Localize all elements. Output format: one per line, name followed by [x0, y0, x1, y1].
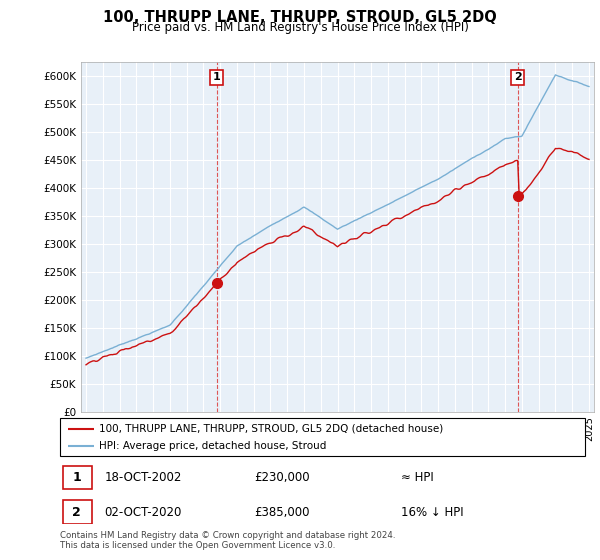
Text: Contains HM Land Registry data © Crown copyright and database right 2024.: Contains HM Land Registry data © Crown c… — [60, 531, 395, 540]
Text: £230,000: £230,000 — [254, 471, 310, 484]
Text: 16% ↓ HPI: 16% ↓ HPI — [401, 506, 464, 519]
Text: £385,000: £385,000 — [254, 506, 310, 519]
Text: 100, THRUPP LANE, THRUPP, STROUD, GL5 2DQ: 100, THRUPP LANE, THRUPP, STROUD, GL5 2D… — [103, 10, 497, 25]
Text: 1: 1 — [213, 72, 221, 82]
FancyBboxPatch shape — [62, 501, 91, 524]
Text: Price paid vs. HM Land Registry's House Price Index (HPI): Price paid vs. HM Land Registry's House … — [131, 21, 469, 34]
Text: 1: 1 — [73, 471, 81, 484]
Text: This data is licensed under the Open Government Licence v3.0.: This data is licensed under the Open Gov… — [60, 541, 335, 550]
Text: ≈ HPI: ≈ HPI — [401, 471, 434, 484]
Text: 2: 2 — [514, 72, 521, 82]
FancyBboxPatch shape — [60, 418, 585, 456]
Text: 18-OCT-2002: 18-OCT-2002 — [104, 471, 182, 484]
Text: HPI: Average price, detached house, Stroud: HPI: Average price, detached house, Stro… — [100, 441, 327, 451]
Text: 100, THRUPP LANE, THRUPP, STROUD, GL5 2DQ (detached house): 100, THRUPP LANE, THRUPP, STROUD, GL5 2D… — [100, 423, 443, 433]
FancyBboxPatch shape — [62, 466, 91, 489]
Text: 02-OCT-2020: 02-OCT-2020 — [104, 506, 182, 519]
Text: 2: 2 — [73, 506, 81, 519]
